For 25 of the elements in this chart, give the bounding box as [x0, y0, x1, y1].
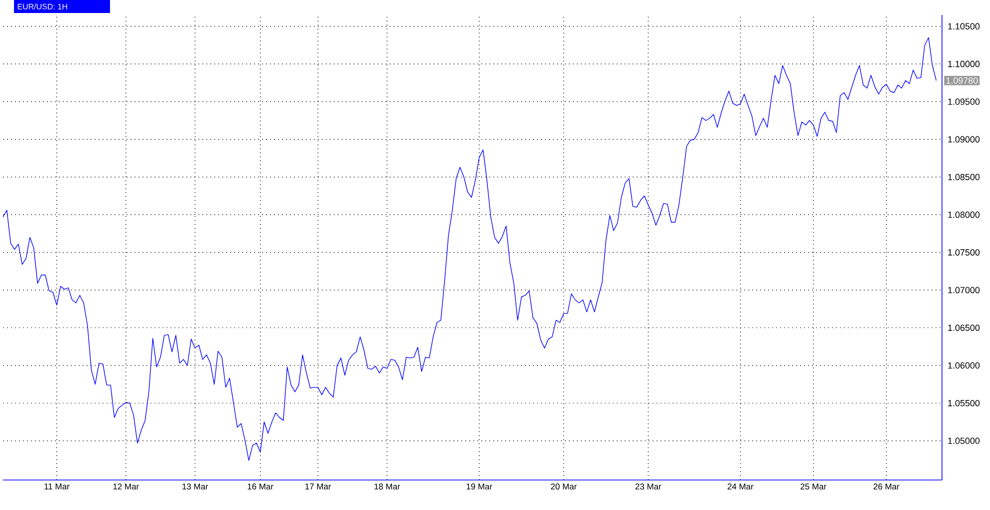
- x-tick-label: 26 Mar: [874, 484, 900, 490]
- x-tick-label: 18 Mar: [374, 484, 400, 490]
- x-tick-label: 11 Mar: [44, 484, 70, 490]
- y-tick-label: 1.08000: [948, 212, 980, 218]
- x-tick-label: 23 Mar: [635, 484, 662, 490]
- x-tick-label: 25 Mar: [800, 484, 826, 490]
- y-tick-label: 1.09500: [948, 98, 980, 105]
- x-tick-label: 16 Mar: [248, 484, 274, 490]
- y-tick-label: 1.06000: [948, 362, 980, 369]
- x-tick-label: 24 Mar: [728, 484, 754, 490]
- y-tick-label: 1.07500: [948, 249, 980, 256]
- y-tick-label: 1.10500: [948, 23, 980, 30]
- x-tick-label: 12 Mar: [113, 484, 139, 490]
- y-tick-label: 1.05500: [948, 400, 980, 406]
- y-tick-label: 1.07000: [948, 286, 980, 294]
- x-tick-label: 17 Mar: [305, 484, 331, 490]
- x-tick-label: 20 Mar: [550, 484, 577, 490]
- text: 1.09780: [946, 77, 978, 84]
- y-tick-label: 1.10000: [948, 60, 980, 68]
- y-tick-label: 1.09000: [948, 136, 980, 143]
- x-tick-label: 13 Mar: [182, 484, 208, 490]
- x-tick-label: 19 Mar: [466, 484, 492, 490]
- y-tick-label: 1.05000: [948, 438, 980, 444]
- y-tick-label: 1.08500: [948, 174, 980, 180]
- y-tick-label: 1.06500: [948, 324, 980, 331]
